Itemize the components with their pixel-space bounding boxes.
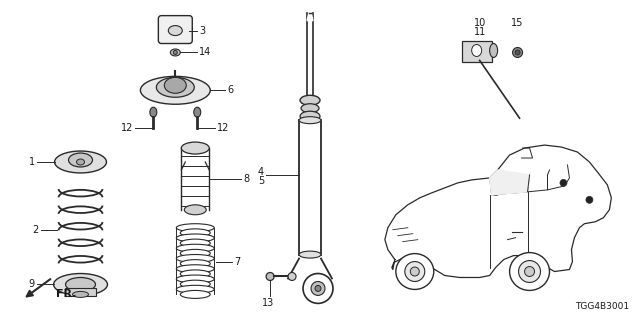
Ellipse shape <box>299 117 321 124</box>
Ellipse shape <box>300 95 320 105</box>
Ellipse shape <box>54 274 108 295</box>
Ellipse shape <box>168 26 182 36</box>
Ellipse shape <box>472 44 482 56</box>
Ellipse shape <box>180 229 210 237</box>
Ellipse shape <box>180 249 210 257</box>
Ellipse shape <box>164 77 186 93</box>
Ellipse shape <box>560 180 567 186</box>
Ellipse shape <box>180 270 210 278</box>
Ellipse shape <box>72 292 88 297</box>
Ellipse shape <box>150 107 157 117</box>
Ellipse shape <box>509 252 550 291</box>
Text: 10: 10 <box>474 18 486 28</box>
Ellipse shape <box>525 267 534 276</box>
Ellipse shape <box>180 280 210 288</box>
Ellipse shape <box>176 234 214 242</box>
Text: 11: 11 <box>474 27 486 36</box>
Text: 12: 12 <box>217 123 230 133</box>
Ellipse shape <box>181 142 209 154</box>
Ellipse shape <box>410 267 419 276</box>
Bar <box>65 288 97 296</box>
FancyBboxPatch shape <box>158 16 192 44</box>
Ellipse shape <box>65 277 95 292</box>
Text: 14: 14 <box>199 47 211 58</box>
Text: 7: 7 <box>234 257 241 267</box>
Bar <box>461 41 492 62</box>
Ellipse shape <box>176 285 214 293</box>
Ellipse shape <box>311 282 325 295</box>
Ellipse shape <box>288 273 296 280</box>
Ellipse shape <box>180 260 210 268</box>
Ellipse shape <box>77 159 84 165</box>
Ellipse shape <box>176 265 214 273</box>
Ellipse shape <box>180 239 210 247</box>
Ellipse shape <box>396 253 434 289</box>
Ellipse shape <box>513 47 522 58</box>
Text: 6: 6 <box>227 85 234 95</box>
Ellipse shape <box>176 224 214 232</box>
Text: 3: 3 <box>199 26 205 36</box>
Polygon shape <box>307 13 313 20</box>
Ellipse shape <box>140 76 210 104</box>
Text: TGG4B3001: TGG4B3001 <box>575 302 629 311</box>
Ellipse shape <box>176 254 214 262</box>
Ellipse shape <box>303 274 333 303</box>
Text: 13: 13 <box>262 298 274 308</box>
Ellipse shape <box>315 285 321 292</box>
Text: 9: 9 <box>29 279 35 290</box>
Ellipse shape <box>518 260 541 283</box>
Ellipse shape <box>194 107 201 117</box>
Ellipse shape <box>176 275 214 283</box>
Ellipse shape <box>173 51 177 54</box>
Ellipse shape <box>156 77 195 97</box>
Ellipse shape <box>176 244 214 252</box>
Ellipse shape <box>54 151 106 173</box>
Ellipse shape <box>170 49 180 56</box>
Text: 8: 8 <box>243 174 250 184</box>
Ellipse shape <box>299 251 321 258</box>
Ellipse shape <box>184 205 206 215</box>
Ellipse shape <box>180 291 210 298</box>
Polygon shape <box>490 170 529 195</box>
Ellipse shape <box>301 104 319 113</box>
Ellipse shape <box>68 153 93 167</box>
Text: 2: 2 <box>33 225 38 235</box>
Text: 15: 15 <box>511 18 524 28</box>
Ellipse shape <box>300 111 320 121</box>
Ellipse shape <box>492 190 500 195</box>
Ellipse shape <box>515 50 520 55</box>
Text: 4: 4 <box>258 167 264 177</box>
Ellipse shape <box>266 273 274 280</box>
Ellipse shape <box>586 196 593 203</box>
Ellipse shape <box>405 261 425 282</box>
Text: 12: 12 <box>121 123 133 133</box>
Text: FR.: FR. <box>56 289 76 300</box>
Ellipse shape <box>490 44 498 58</box>
Text: 1: 1 <box>29 157 35 167</box>
Polygon shape <box>385 145 611 277</box>
Text: 5: 5 <box>258 176 264 186</box>
